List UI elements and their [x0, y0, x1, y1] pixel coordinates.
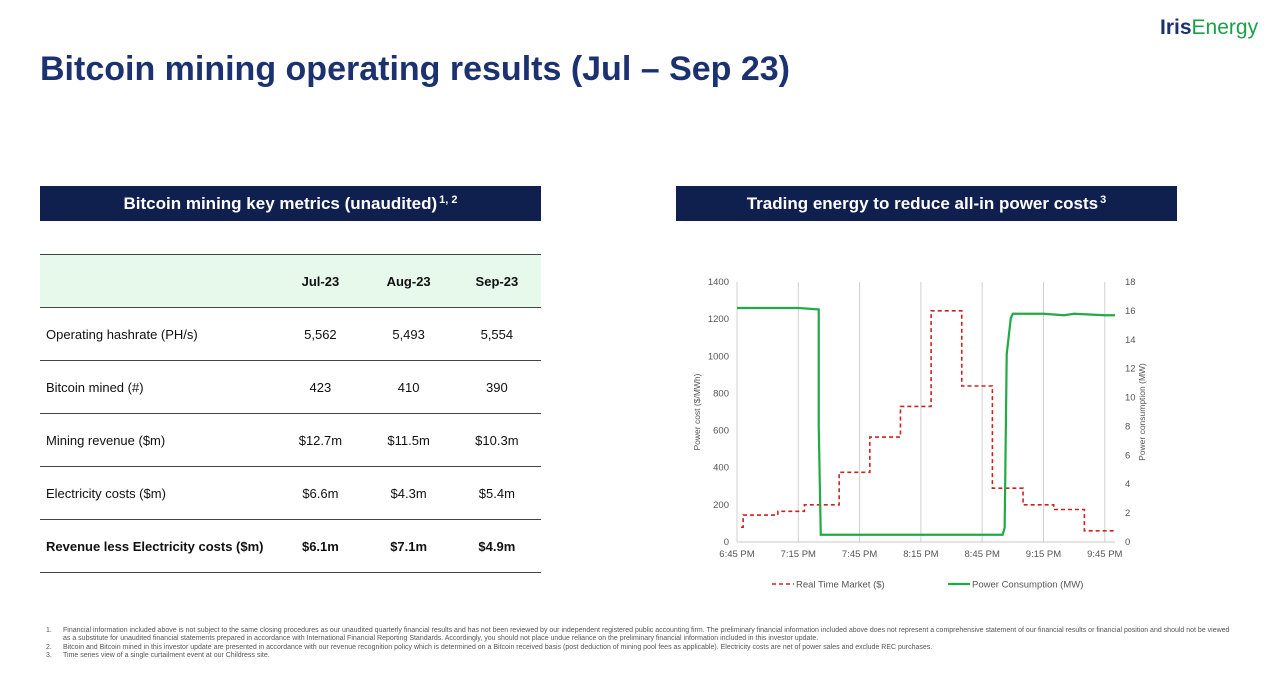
table-row: Mining revenue ($m) $12.7m $11.5m $10.3m [40, 413, 541, 467]
footnote-text: Financial information included above is … [63, 627, 1230, 643]
footnote-number: 2. [46, 643, 52, 651]
y-left-tick-label: 800 [713, 388, 729, 399]
y-right-tick-label: 4 [1125, 479, 1130, 490]
row-label: Mining revenue ($m) [40, 413, 277, 467]
table-cell: $10.3m [452, 413, 541, 467]
footnote-number: 3. [46, 652, 52, 660]
x-tick-label: 9:45 PM [1087, 549, 1122, 560]
x-tick-label: 7:15 PM [781, 549, 816, 560]
y-right-tick-label: 16 [1125, 306, 1136, 317]
column-header-sep: Sep-23 [452, 254, 541, 308]
row-label: Electricity costs ($m) [40, 466, 277, 520]
x-tick-label: 8:45 PM [964, 549, 999, 560]
table-cell: $6.1m [276, 519, 365, 573]
logo-text-iris: Iris [1160, 16, 1192, 39]
row-label: Operating hashrate (PH/s) [40, 307, 277, 361]
table-cell: $11.5m [364, 413, 453, 467]
footnote-text: Time series view of a single curtailment… [63, 652, 270, 660]
trading-banner-text: Trading energy to reduce all-in power co… [746, 193, 1099, 213]
table-cell: $12.7m [276, 413, 365, 467]
footnote-text: Bitcoin and Bitcoin mined in this invest… [63, 643, 933, 651]
y-right-axis-title: Power consumption (MW) [1137, 363, 1147, 461]
table-cell: $5.4m [452, 466, 541, 520]
y-right-tick-label: 12 [1125, 364, 1136, 375]
trading-banner: Trading energy to reduce all-in power co… [676, 186, 1177, 221]
power-trading-chart: 6:45 PM 7:15 PM 7:45 PM 8:15 PM 8:45 PM 9:15 … [692, 277, 1147, 591]
company-logo: IrisEnergy [1160, 16, 1258, 40]
metrics-banner-text: Bitcoin mining key metrics (unaudited) [123, 193, 438, 213]
trading-banner-footnote-ref: 3 [1100, 193, 1107, 206]
table-cell: 390 [452, 360, 541, 414]
table-cell: $4.9m [452, 519, 541, 573]
y-right-tick-label: 2 [1125, 508, 1130, 519]
table-cell: 5,562 [276, 307, 365, 361]
metrics-table-header-row: Jul-23 Aug-23 Sep-23 [40, 254, 541, 308]
y-left-axis-title: Power cost ($/MWh) [692, 373, 702, 450]
table-cell: 410 [364, 360, 453, 414]
column-header-jul: Jul-23 [276, 254, 365, 308]
y-left-tick-label: 1400 [708, 277, 729, 288]
row-label: Revenue less Electricity costs ($m) [40, 519, 277, 573]
legend-label: Power Consumption (MW) [972, 580, 1083, 591]
x-tick-label: 6:45 PM [719, 549, 754, 560]
table-row: Electricity costs ($m) $6.6m $4.3m $5.4m [40, 466, 541, 520]
y-right-tick-label: 10 [1125, 393, 1136, 404]
x-tick-label: 9:15 PM [1026, 549, 1061, 560]
page-title: Bitcoin mining operating results (Jul – … [40, 50, 791, 88]
y-left-tick-label: 200 [713, 500, 729, 511]
y-right-tick-label: 8 [1125, 421, 1130, 432]
metrics-table: Jul-23 Aug-23 Sep-23 Operating hashrate … [40, 254, 541, 573]
table-cell: 5,493 [364, 307, 453, 361]
y-right-tick-label: 18 [1125, 277, 1136, 288]
y-left-tick-label: 600 [713, 426, 729, 437]
footnote: 1. Financial information included above … [46, 627, 1236, 644]
table-cell: $7.1m [364, 519, 453, 573]
y-left-tick-label: 1200 [708, 314, 729, 325]
table-cell: $4.3m [364, 466, 453, 520]
table-cell: $6.6m [276, 466, 365, 520]
table-row: Operating hashrate (PH/s) 5,562 5,493 5,… [40, 307, 541, 361]
x-tick-label: 8:15 PM [903, 549, 938, 560]
column-header-metric [40, 254, 277, 308]
table-cell: 423 [276, 360, 365, 414]
y-right-tick-label: 14 [1125, 335, 1136, 346]
footnotes: 1. Financial information included above … [46, 627, 1236, 661]
y-right-tick-label: 6 [1125, 450, 1130, 461]
footnote: 2. Bitcoin and Bitcoin mined in this inv… [46, 644, 1236, 652]
footnote: 3. Time series view of a single curtailm… [46, 652, 1236, 660]
y-left-tick-label: 0 [724, 537, 729, 548]
x-tick-label: 7:45 PM [842, 549, 877, 560]
table-row: Bitcoin mined (#) 423 410 390 [40, 360, 541, 414]
table-cell: 5,554 [452, 307, 541, 361]
row-label: Bitcoin mined (#) [40, 360, 277, 414]
series-line-power-consumption [737, 306, 1115, 536]
footnote-number: 1. [46, 627, 52, 634]
series-line-real-time-market [741, 309, 1115, 532]
logo-text-energy: Energy [1191, 16, 1259, 39]
y-right-tick-label: 0 [1125, 537, 1130, 548]
metrics-banner: Bitcoin mining key metrics (unaudited) 1,… [40, 186, 541, 221]
metrics-banner-footnote-ref: 1, 2 [439, 193, 458, 206]
y-left-tick-label: 400 [713, 463, 729, 474]
column-header-aug: Aug-23 [364, 254, 453, 308]
legend-label: Real Time Market ($) [796, 580, 885, 591]
table-row-total: Revenue less Electricity costs ($m) $6.1… [40, 519, 541, 573]
y-left-tick-label: 1000 [708, 351, 729, 362]
